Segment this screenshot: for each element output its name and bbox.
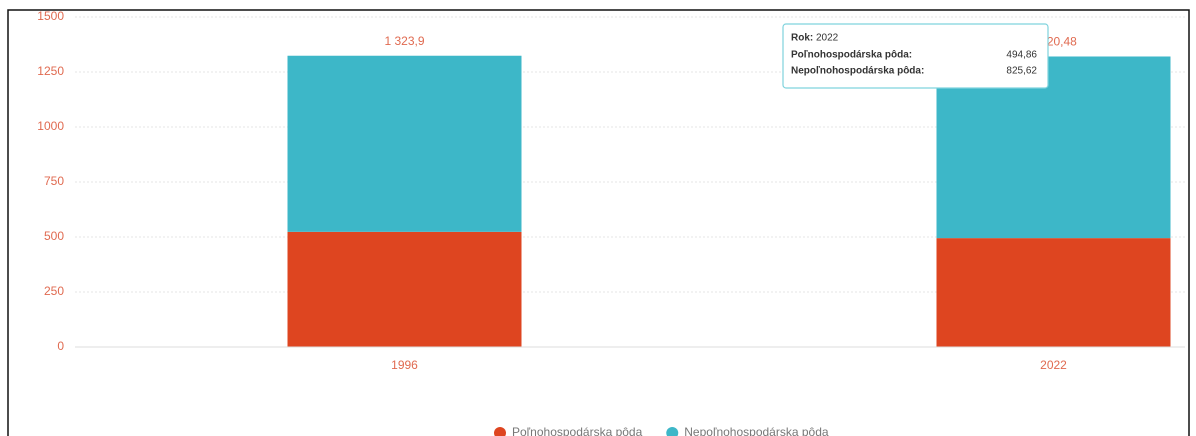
legend-label: Nepoľnohospodárska pôda [684,425,829,436]
tooltip-box [782,23,1049,89]
x-tick-label: 1996 [391,358,418,372]
legend-label: Poľnohospodárska pôda [512,425,643,436]
total-label: 1 323,9 [384,34,424,48]
tooltip-row-label: Nepoľnohospodárska pôda: [791,66,924,77]
tooltip-title-value: 2022 [816,33,839,44]
y-tick-label: 750 [44,174,64,188]
tooltip-row-label: Poľnohospodárska pôda: [791,50,912,61]
bar-segment [287,55,522,232]
y-tick-label: 500 [44,229,64,243]
tooltip-title-label: Rok: [791,33,813,44]
x-tick-label: 2022 [1040,358,1067,372]
tooltip-row-value: 494,86 [1006,50,1037,61]
y-tick-label: 250 [44,284,64,298]
y-tick-label: 1500 [37,9,64,23]
y-tick-label: 1250 [37,64,64,78]
tooltip: Rok: 2022 Poľnohospodárska pôda: 494,86 … [782,23,1049,89]
y-tick-label: 0 [57,339,64,353]
tooltip-row-value: 825,62 [1006,66,1037,77]
bar-segment [936,238,1171,347]
legend-swatch [494,427,506,436]
bar-segment [287,231,522,347]
frame [7,9,1190,436]
y-tick-label: 1000 [37,119,64,133]
legend-swatch [666,427,679,436]
